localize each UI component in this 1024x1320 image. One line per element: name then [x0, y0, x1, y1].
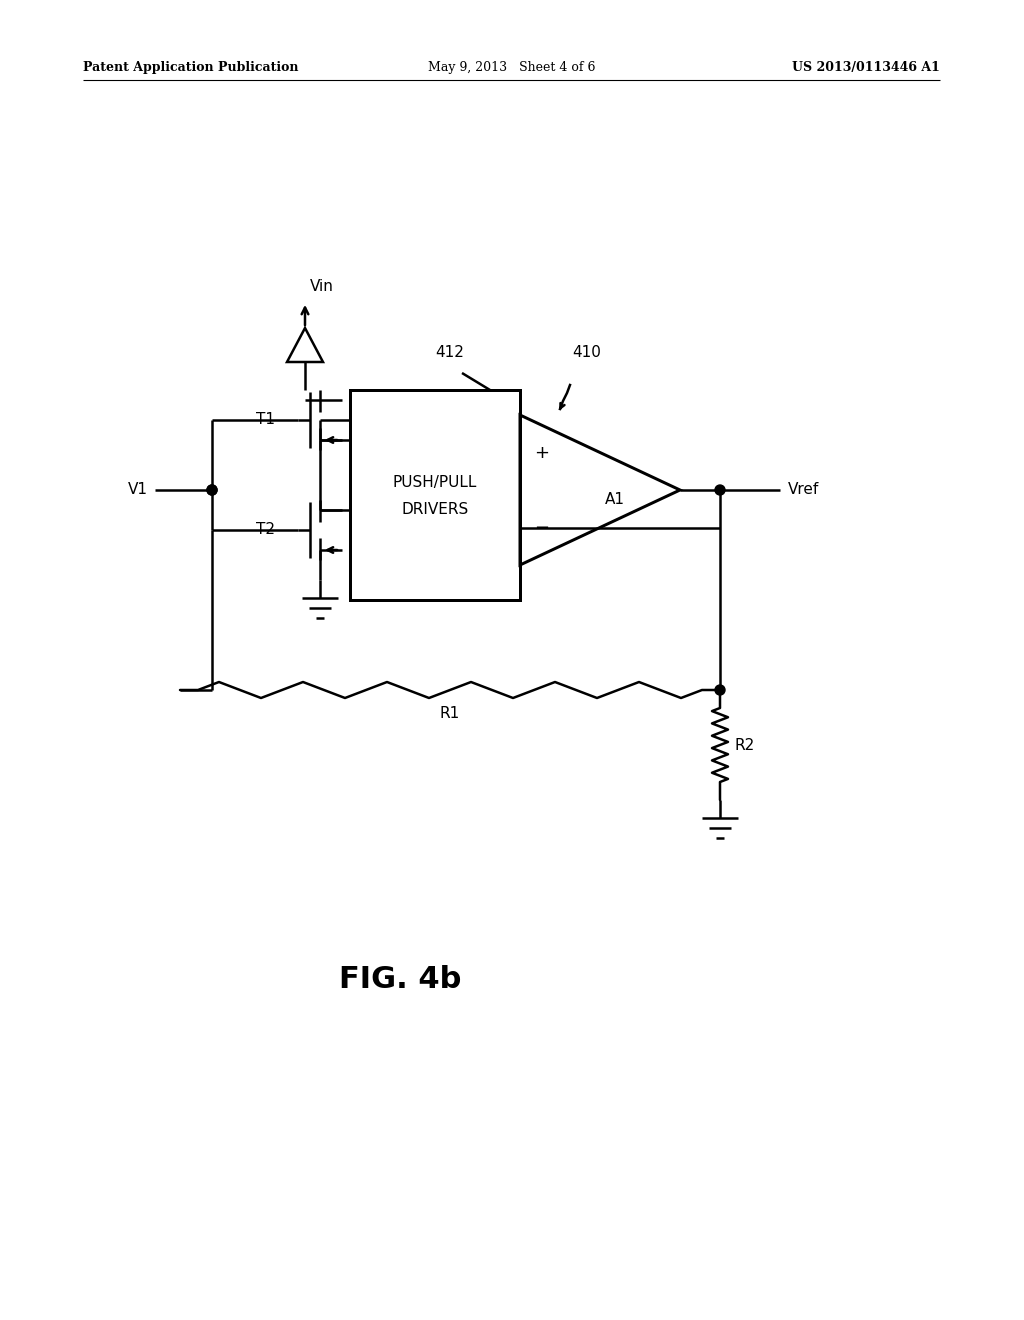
Circle shape: [715, 685, 725, 696]
Text: 410: 410: [572, 345, 601, 360]
Text: FIG. 4b: FIG. 4b: [339, 965, 461, 994]
Text: T2: T2: [256, 523, 275, 537]
Bar: [350, 389, 520, 601]
Circle shape: [715, 484, 725, 495]
Text: T1: T1: [256, 412, 275, 428]
Text: 412: 412: [435, 345, 465, 360]
Text: A1: A1: [605, 492, 625, 507]
Text: Patent Application Publication: Patent Application Publication: [83, 62, 299, 74]
Text: R2: R2: [734, 738, 755, 752]
Circle shape: [207, 484, 217, 495]
Text: US 2013/0113446 A1: US 2013/0113446 A1: [793, 62, 940, 74]
Text: Vin: Vin: [310, 279, 334, 294]
Text: May 9, 2013   Sheet 4 of 6: May 9, 2013 Sheet 4 of 6: [428, 62, 596, 74]
Text: V1: V1: [128, 483, 148, 498]
Text: Vref: Vref: [788, 483, 819, 498]
Text: −: −: [535, 519, 550, 536]
Text: R1: R1: [440, 706, 460, 721]
Text: +: +: [535, 444, 550, 462]
Text: DRIVERS: DRIVERS: [401, 502, 469, 516]
Text: PUSH/PULL: PUSH/PULL: [393, 475, 477, 491]
Circle shape: [207, 484, 217, 495]
